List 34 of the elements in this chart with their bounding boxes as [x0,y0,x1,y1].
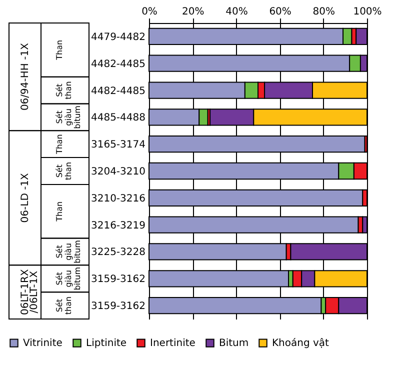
text: Than [55,134,64,156]
text: 06-LD -1X [20,172,31,223]
text: Sét giàu bitum [55,105,82,129]
text: Than [55,40,64,61]
x-tick-label: 40% [226,6,248,18]
legend-label: Inertinite [150,338,196,350]
legend-label: Liptinite [86,338,127,350]
text: 06/94-HH -1X [20,42,31,111]
legend-label: Bitum [219,338,249,350]
y-tick-label: 3204-3210 [90,166,146,178]
text: Sét than [55,296,74,315]
y-tick-label: 3225-3228 [90,247,146,258]
y-tick-label: 3165-3174 [90,140,146,151]
text: Sét giàu bitum [55,240,82,264]
legend-label: Vitrinite [23,338,62,350]
y-tick-label: 4482-4485 [90,58,146,70]
text: Sét than [55,162,74,180]
text: Sét giàu bitum [55,266,82,290]
legend-label: Khoáng vật [272,338,330,350]
x-tick-label: 0% [142,6,158,18]
x-tick-label: 80% [312,6,336,18]
x-tick-label: 100% [353,6,382,18]
x-tick-label: 60% [269,6,292,18]
text: 06LT-1RX /06LT-1X [20,269,40,316]
y-tick-label: 4479-4482 [90,32,146,43]
y-tick-label: 3210-3216 [90,193,146,204]
y-tick-label: 4485-4488 [90,112,146,124]
y-tick-label: 3159-3162 [90,301,146,312]
text: Sét than [55,81,74,100]
y-tick-label: 3159-3162 [90,274,146,286]
x-tick-label: 20% [182,6,204,18]
text: Than [55,201,64,222]
y-tick-label: 3216-3219 [90,220,146,232]
y-tick-label: 4482-4485 [90,86,146,97]
